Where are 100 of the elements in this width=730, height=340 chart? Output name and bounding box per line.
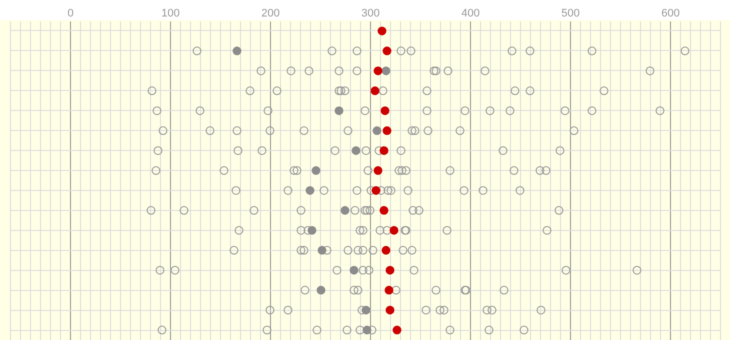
point [384, 286, 394, 295]
point [430, 66, 438, 76]
point [300, 286, 310, 295]
point [456, 126, 464, 136]
point [360, 106, 370, 116]
point [234, 146, 242, 155]
point [446, 166, 454, 175]
point [380, 206, 388, 215]
point [588, 46, 596, 56]
point [308, 226, 316, 235]
point [356, 326, 364, 334]
point [378, 86, 388, 96]
point [292, 166, 302, 175]
point [440, 306, 448, 314]
point [334, 66, 344, 76]
point [680, 46, 690, 56]
point [498, 146, 508, 155]
point [354, 286, 362, 295]
point [432, 66, 440, 76]
point [406, 46, 416, 56]
point [290, 166, 298, 175]
point [432, 286, 440, 295]
point [372, 126, 382, 136]
point [362, 146, 370, 155]
point [318, 246, 326, 255]
point [386, 306, 394, 314]
point [366, 206, 374, 215]
point [358, 266, 368, 275]
point [364, 266, 374, 275]
point [286, 66, 296, 76]
point [382, 226, 392, 235]
point [422, 106, 432, 116]
point [442, 226, 452, 235]
x-tick-label: 200 [261, 8, 280, 20]
point [148, 86, 156, 96]
point [508, 46, 516, 56]
point [156, 266, 164, 275]
x-tick-label: 600 [661, 8, 680, 20]
point [526, 86, 534, 96]
point [396, 146, 406, 155]
point [284, 186, 292, 195]
point [482, 306, 492, 314]
point [382, 66, 390, 76]
point [394, 166, 404, 175]
x-tick-label: 300 [361, 8, 380, 20]
point [398, 246, 408, 255]
point [220, 166, 228, 175]
point [352, 46, 362, 56]
point [192, 46, 202, 56]
point [180, 206, 188, 215]
point [296, 206, 306, 215]
point [232, 186, 240, 195]
point [340, 206, 350, 215]
point [266, 306, 274, 314]
point [266, 126, 274, 136]
point [296, 246, 306, 255]
point [402, 166, 410, 175]
point [250, 206, 258, 215]
point [158, 126, 168, 136]
point [364, 166, 372, 175]
point [386, 186, 396, 195]
point [300, 246, 308, 255]
point [386, 266, 394, 275]
point [376, 226, 384, 235]
point [516, 186, 524, 195]
point [560, 106, 570, 116]
point [382, 46, 392, 56]
point [272, 86, 282, 96]
point [370, 86, 380, 96]
point [312, 326, 322, 334]
point [196, 106, 204, 116]
point [350, 266, 358, 275]
point [152, 106, 162, 116]
point [230, 246, 238, 255]
point [446, 326, 454, 334]
point [336, 86, 346, 96]
point [392, 326, 402, 334]
point [556, 146, 564, 155]
point [410, 266, 418, 275]
point [570, 126, 578, 136]
point [488, 306, 496, 314]
point [158, 326, 166, 334]
point [422, 306, 430, 314]
point [296, 226, 306, 235]
point [352, 186, 362, 195]
point [358, 246, 368, 255]
point [356, 226, 364, 235]
point [510, 166, 518, 175]
point [408, 246, 416, 255]
point [234, 226, 244, 235]
point [232, 126, 242, 136]
point [328, 46, 336, 56]
point [444, 66, 452, 76]
point [436, 306, 444, 314]
point [352, 146, 360, 155]
point [506, 106, 514, 116]
point [520, 326, 528, 334]
point [170, 266, 180, 275]
point [382, 126, 392, 136]
point [396, 46, 406, 56]
